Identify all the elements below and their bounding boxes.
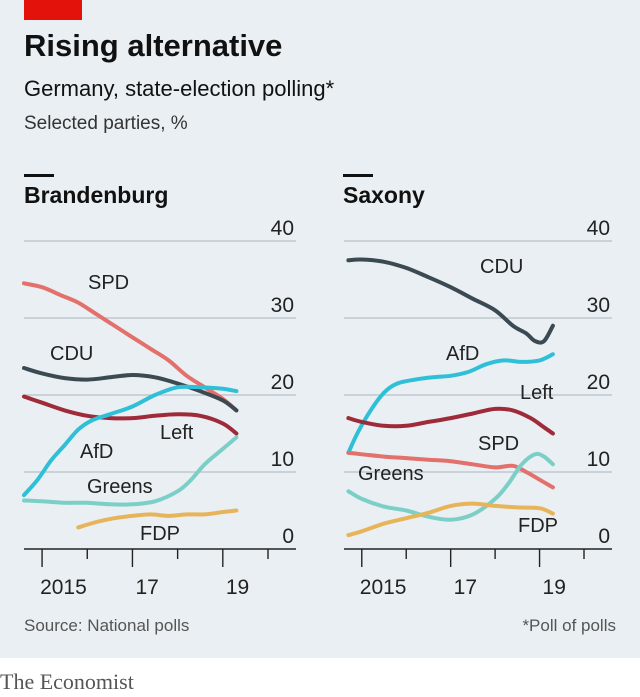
series-line-spd xyxy=(346,450,555,490)
brand-accent-tag xyxy=(24,0,82,20)
series-line-afd xyxy=(22,384,239,498)
y-tick-label: 10 xyxy=(271,448,294,471)
x-tick-label: 17 xyxy=(454,576,477,599)
series-line-left xyxy=(22,394,239,436)
series-label-spd: SPD xyxy=(88,272,129,294)
y-tick-label: 0 xyxy=(598,525,610,548)
y-tick-label: 40 xyxy=(587,217,610,240)
series-label-afd: AfD xyxy=(446,343,479,365)
series-line-left xyxy=(346,406,555,436)
y-tick-label: 0 xyxy=(282,525,294,548)
units-label: Selected parties, % xyxy=(24,113,188,134)
y-tick-label: 20 xyxy=(271,371,294,394)
chart-subtitle: Germany, state-election polling* xyxy=(24,76,335,101)
series-line-afd xyxy=(346,352,555,455)
y-tick-label: 10 xyxy=(587,448,610,471)
series-label-cdu: CDU xyxy=(50,343,93,365)
series-line-fdp xyxy=(76,508,239,530)
series-label-greens: Greens xyxy=(87,476,153,498)
series-label-greens: Greens xyxy=(358,463,424,485)
x-tick-label: 17 xyxy=(135,576,158,599)
series-line-cdu xyxy=(22,366,239,413)
series-label-fdp: FDP xyxy=(518,515,558,537)
panel-rule-brandenburg xyxy=(24,174,54,177)
economist-logo-text: The Economist xyxy=(0,669,134,694)
series-label-cdu: CDU xyxy=(480,256,523,278)
x-tick-label: 19 xyxy=(543,576,566,599)
source-note: Source: National polls xyxy=(24,616,190,635)
series-line-cdu xyxy=(346,257,555,345)
series-label-left: Left xyxy=(520,382,554,404)
series-line-greens xyxy=(346,451,555,522)
y-tick-label: 40 xyxy=(271,217,294,240)
x-tick-label: 2015 xyxy=(360,576,407,599)
panel-title-brandenburg: Brandenburg xyxy=(24,182,169,208)
series-label-fdp: FDP xyxy=(140,523,180,545)
y-tick-label: 20 xyxy=(587,371,610,394)
series-label-spd: SPD xyxy=(478,433,519,455)
series-line-fdp xyxy=(346,501,555,538)
x-tick-label: 2015 xyxy=(40,576,87,599)
panel-title-saxony: Saxony xyxy=(343,182,425,208)
footnote: *Poll of polls xyxy=(522,616,616,635)
series-label-afd: AfD xyxy=(80,441,113,463)
x-tick-label: 19 xyxy=(226,576,249,599)
y-tick-label: 30 xyxy=(271,294,294,317)
line-charts: 0 10 20 30 40 2015 17 19 SPD CDU Left AfD Greens FDP 0… xyxy=(22,217,612,599)
y-tick-label: 30 xyxy=(587,294,610,317)
series-label-left: Left xyxy=(160,422,194,444)
chart-title: Rising alternative xyxy=(24,28,283,63)
series-line-greens xyxy=(22,435,239,507)
panel-rule-saxony xyxy=(343,174,373,177)
chart-card: Rising alternative Germany, state-electi… xyxy=(0,0,640,658)
